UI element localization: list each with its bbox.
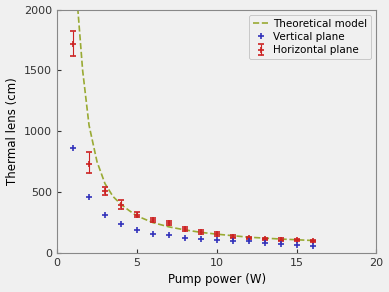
Theoretical model	[166, 225, 171, 229]
Line: Vertical plane: Vertical plane	[70, 145, 316, 249]
Y-axis label: Thermal lens (cm): Thermal lens (cm)	[5, 77, 19, 185]
Vertical plane	[71, 147, 75, 150]
Theoretical model	[75, 8, 80, 11]
Theoretical model	[135, 214, 139, 218]
Vertical plane	[151, 232, 155, 235]
Vertical plane	[294, 243, 299, 247]
Theoretical model	[214, 232, 219, 236]
Vertical plane	[182, 236, 187, 239]
Theoretical model	[310, 239, 315, 242]
Theoretical model	[103, 182, 107, 185]
Vertical plane	[119, 222, 123, 225]
Vertical plane	[230, 239, 235, 243]
Theoretical model	[126, 209, 131, 212]
X-axis label: Pump power (W): Pump power (W)	[168, 273, 266, 286]
Theoretical model	[119, 203, 123, 206]
Theoretical model	[182, 228, 187, 232]
Vertical plane	[262, 241, 267, 244]
Vertical plane	[246, 240, 251, 243]
Theoretical model	[151, 221, 155, 224]
Theoretical model	[95, 160, 99, 164]
Vertical plane	[278, 242, 283, 246]
Vertical plane	[214, 238, 219, 241]
Theoretical model	[278, 237, 283, 241]
Vertical plane	[198, 237, 203, 241]
Theoretical model	[246, 235, 251, 239]
Vertical plane	[87, 195, 91, 199]
Theoretical model	[80, 69, 85, 72]
Vertical plane	[103, 213, 107, 217]
Theoretical model	[87, 124, 91, 127]
Theoretical model	[110, 195, 115, 198]
Vertical plane	[310, 244, 315, 248]
Legend: Theoretical model, Vertical plane, Horizontal plane: Theoretical model, Vertical plane, Horiz…	[249, 15, 371, 59]
Theoretical model	[198, 231, 203, 234]
Line: Theoretical model: Theoretical model	[65, 0, 312, 241]
Vertical plane	[135, 228, 139, 232]
Vertical plane	[166, 234, 171, 237]
